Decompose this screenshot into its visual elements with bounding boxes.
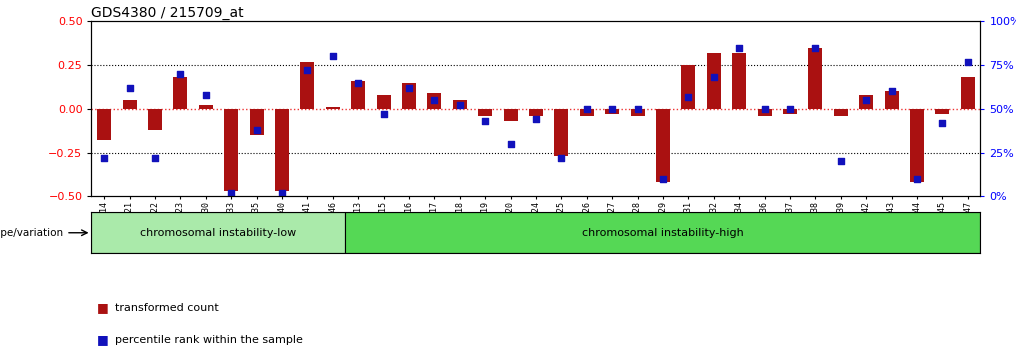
- Point: [400, 85, 417, 91]
- Point: [959, 59, 975, 64]
- Point: [629, 106, 646, 112]
- Bar: [656, 109, 670, 182]
- Bar: [555, 109, 568, 156]
- Point: [680, 94, 696, 99]
- Point: [248, 127, 264, 133]
- Text: percentile rank within the sample: percentile rank within the sample: [115, 335, 303, 345]
- Point: [427, 97, 443, 103]
- Bar: [936, 109, 949, 114]
- Bar: [377, 95, 390, 109]
- Bar: [91, 212, 345, 253]
- Bar: [910, 109, 924, 182]
- Point: [478, 118, 494, 124]
- Point: [604, 106, 620, 112]
- Bar: [326, 107, 339, 109]
- Bar: [402, 82, 416, 109]
- Bar: [580, 109, 593, 116]
- Point: [832, 159, 848, 164]
- Bar: [148, 109, 162, 130]
- Bar: [961, 77, 974, 109]
- Text: GDS4380 / 215709_at: GDS4380 / 215709_at: [91, 6, 244, 20]
- Bar: [428, 93, 441, 109]
- Point: [908, 176, 925, 182]
- Point: [883, 88, 900, 94]
- Bar: [885, 91, 898, 109]
- Point: [756, 106, 772, 112]
- Point: [731, 45, 747, 50]
- Bar: [809, 47, 822, 109]
- Bar: [98, 109, 111, 141]
- Text: chromosomal instability-low: chromosomal instability-low: [140, 228, 297, 238]
- Point: [807, 45, 823, 50]
- Bar: [345, 212, 980, 253]
- Text: ■: ■: [97, 333, 109, 346]
- Bar: [250, 109, 263, 135]
- Bar: [199, 105, 212, 109]
- Point: [553, 155, 569, 161]
- Point: [197, 92, 214, 98]
- Bar: [352, 81, 365, 109]
- Bar: [783, 109, 797, 114]
- Point: [528, 116, 545, 122]
- Bar: [834, 109, 847, 116]
- Point: [934, 120, 950, 126]
- Bar: [606, 109, 619, 114]
- Bar: [758, 109, 771, 116]
- Point: [579, 106, 595, 112]
- Point: [122, 85, 138, 91]
- Bar: [682, 65, 695, 109]
- Point: [350, 80, 366, 85]
- Point: [782, 106, 799, 112]
- Point: [146, 155, 163, 161]
- Point: [96, 155, 112, 161]
- Bar: [275, 109, 289, 191]
- Bar: [479, 109, 492, 116]
- Point: [451, 103, 467, 108]
- Bar: [301, 62, 314, 109]
- Point: [375, 111, 391, 117]
- Bar: [453, 100, 466, 109]
- Point: [273, 190, 291, 196]
- Point: [654, 176, 671, 182]
- Point: [705, 74, 721, 80]
- Bar: [733, 53, 746, 109]
- Bar: [860, 95, 873, 109]
- Bar: [123, 100, 136, 109]
- Point: [858, 97, 874, 103]
- Bar: [529, 109, 543, 116]
- Bar: [225, 109, 238, 191]
- Text: ■: ■: [97, 302, 109, 314]
- Point: [325, 53, 341, 59]
- Point: [172, 71, 188, 77]
- Text: genotype/variation: genotype/variation: [0, 228, 63, 238]
- Bar: [707, 53, 720, 109]
- Point: [299, 68, 315, 73]
- Bar: [504, 109, 517, 121]
- Bar: [631, 109, 644, 116]
- Point: [223, 190, 240, 196]
- Text: chromosomal instability-high: chromosomal instability-high: [582, 228, 744, 238]
- Bar: [174, 77, 187, 109]
- Text: transformed count: transformed count: [115, 303, 218, 313]
- Point: [502, 141, 518, 147]
